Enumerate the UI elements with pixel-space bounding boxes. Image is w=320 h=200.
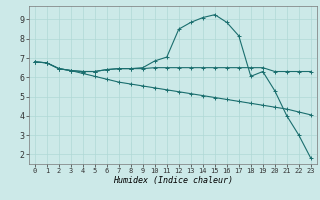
X-axis label: Humidex (Indice chaleur): Humidex (Indice chaleur)	[113, 176, 233, 185]
